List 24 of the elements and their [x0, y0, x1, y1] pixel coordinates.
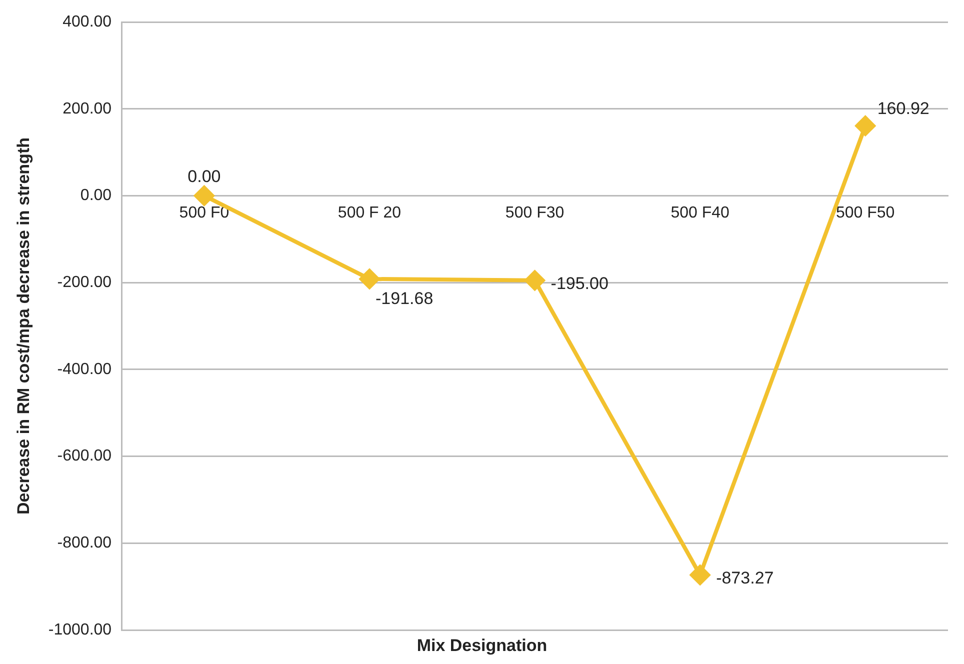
- point: [855, 116, 876, 136]
- data-label: -873.27: [716, 568, 774, 588]
- y-tick-label: -600.00: [57, 448, 112, 465]
- point: [194, 186, 214, 206]
- x-axis-title: Mix Designation: [416, 636, 548, 655]
- point: [359, 268, 380, 289]
- y-tick-label: -1000.00: [48, 621, 112, 638]
- x-tick-label: 500 F50: [836, 204, 895, 222]
- y-tick-label: 200.00: [62, 100, 112, 118]
- point: [690, 564, 710, 585]
- x-tick-label: 500 F40: [670, 204, 730, 222]
- y-tick-label: -200.00: [57, 274, 112, 291]
- x-tick-label: 500 F 20: [338, 204, 402, 222]
- data-label: 0.00: [188, 166, 221, 186]
- data-label: -195.00: [550, 274, 608, 294]
- x-tick-label: 500 F30: [505, 204, 564, 222]
- y-tick-label: 400.00: [62, 13, 112, 30]
- y-tick-label: -800.00: [57, 534, 112, 552]
- point: [524, 270, 545, 290]
- y-tick-label: 0.00: [80, 187, 112, 204]
- data-label: -191.68: [375, 289, 434, 308]
- y-axis-title: Decrease in RM cost/mpa decrease in strength: [14, 138, 33, 514]
- data-label: 160.92: [877, 99, 930, 118]
- y-tick-label: -400.00: [57, 360, 112, 378]
